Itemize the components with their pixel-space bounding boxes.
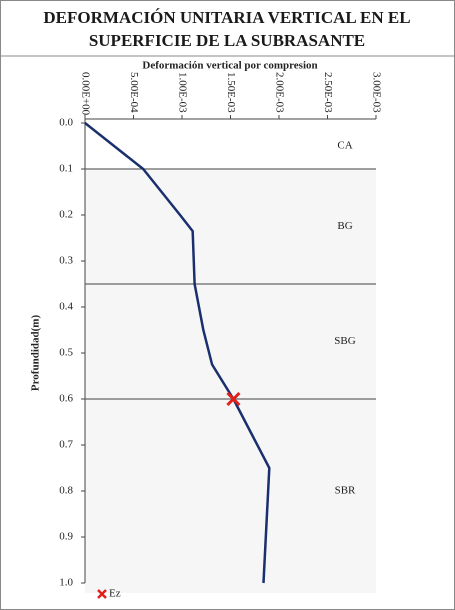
x-tick-label: 2.50E-03	[322, 72, 334, 113]
y-tick-label: 0.6	[59, 393, 73, 405]
layer-label: CA	[337, 140, 352, 152]
legend-label: Ez	[109, 588, 121, 600]
y-tick-label: 0.1	[59, 163, 73, 175]
x-axis-label: Deformación vertical por compresion	[142, 60, 317, 72]
y-tick-label: 0.0	[59, 117, 73, 129]
layer-label: SBG	[334, 335, 355, 347]
x-tick-label: 2.00E-03	[273, 72, 285, 113]
x-tick-label: 0.00E+00	[79, 72, 91, 116]
y-tick-label: 0.7	[59, 439, 73, 451]
y-tick-label: 0.9	[59, 531, 73, 543]
x-tick-label: 1.00E-03	[176, 72, 188, 113]
x-tick-label: 3.00E-03	[370, 72, 382, 113]
y-tick-label: 0.3	[59, 255, 73, 267]
legend-marker	[97, 589, 107, 599]
chart-title: DEFORMACIÓN UNITARIA VERTICAL EN EL	[43, 8, 410, 27]
x-tick-label: 5.00E-04	[128, 72, 140, 113]
y-tick-label: 0.5	[59, 347, 73, 359]
y-tick-label: 1.0	[59, 577, 73, 589]
layer-label: BG	[337, 220, 352, 232]
x-tick-label: 1.50E-03	[225, 72, 237, 113]
y-tick-label: 0.8	[59, 485, 73, 497]
data-line	[84, 122, 271, 584]
layer-label: SBR	[335, 485, 356, 497]
y-axis-label: Profundidad(m)	[30, 315, 42, 392]
y-tick-label: 0.4	[59, 301, 73, 313]
plot-background	[85, 169, 376, 593]
chart-title: SUPERFICIE DE LA SUBRASANTE	[89, 31, 365, 50]
y-tick-label: 0.2	[59, 209, 73, 221]
point-marker	[226, 391, 241, 407]
